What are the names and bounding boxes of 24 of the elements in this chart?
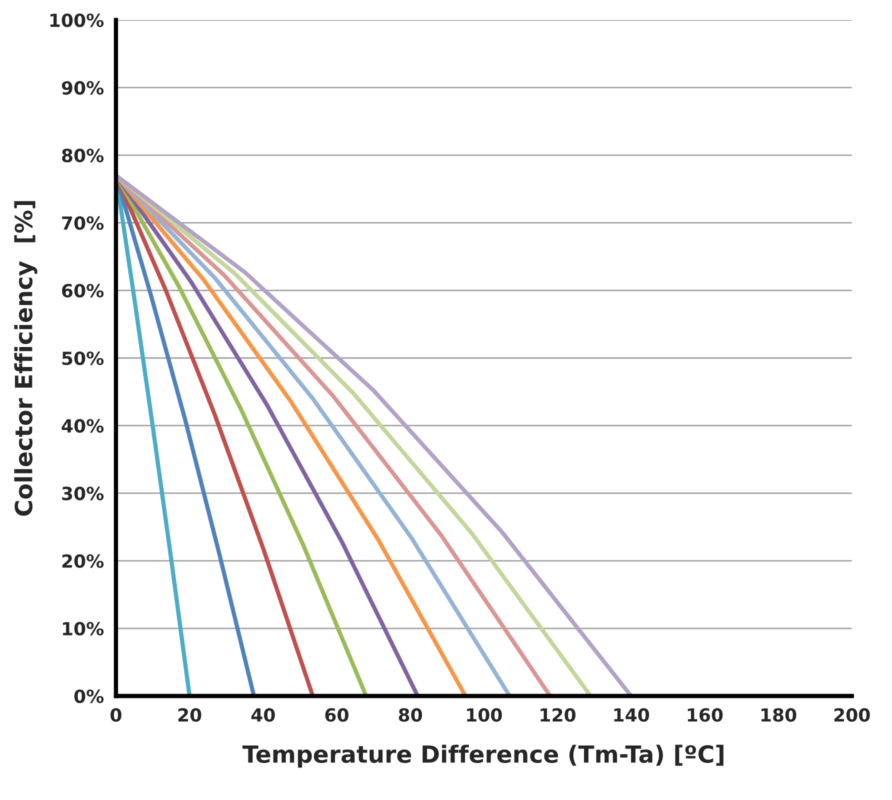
- x-axis-title: Temperature Difference (Tm-Ta) [ºC]: [242, 744, 724, 768]
- x-tick-label: 60: [325, 708, 348, 722]
- x-tick-label: 160: [688, 708, 723, 722]
- y-tick-label: 90%: [62, 81, 104, 95]
- y-tick-label: 10%: [62, 622, 104, 636]
- y-tick-label: 20%: [62, 554, 104, 568]
- x-tick-label: 80: [398, 708, 422, 722]
- y-tick-label: 0%: [74, 689, 104, 704]
- x-tick-label: 100: [467, 708, 502, 722]
- y-axis-title: Collector Efficiency [%]: [14, 201, 38, 516]
- x-tick-label: 120: [540, 708, 576, 722]
- y-tick-label: 80%: [62, 148, 104, 162]
- y-tick-label: 40%: [62, 419, 104, 433]
- x-tick-label: 20: [178, 708, 202, 722]
- y-tick-label: 100%: [50, 13, 104, 28]
- y-tick-label: 60%: [62, 284, 104, 298]
- x-tick-label: 140: [614, 708, 650, 722]
- x-tick-label: 200: [834, 708, 870, 722]
- x-tick-label: 40: [251, 708, 275, 722]
- x-tick-label: 180: [761, 708, 796, 722]
- y-tick-label: 50%: [62, 351, 104, 366]
- y-tick-label: 70%: [62, 216, 104, 230]
- y-tick-label: 30%: [62, 486, 104, 500]
- x-tick-label: 0: [110, 708, 122, 722]
